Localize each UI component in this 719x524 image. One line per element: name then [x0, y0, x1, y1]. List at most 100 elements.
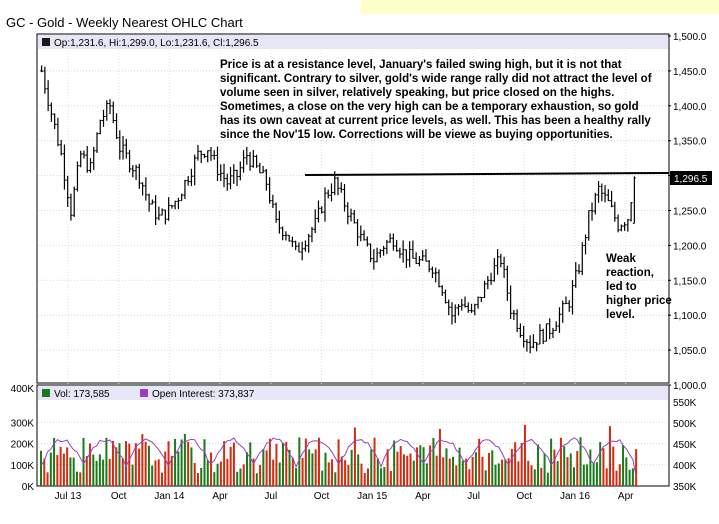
volume-bar-down [448, 458, 451, 486]
volume-bar-down [553, 449, 556, 486]
volume-bar-down [429, 445, 432, 486]
chart-title: GC - Gold - Weekly Nearest OHLC Chart [6, 15, 243, 30]
volume-bar-down [285, 441, 288, 486]
price-y-tick-label: 1,050.0 [673, 346, 707, 357]
volume-bar-up [278, 462, 281, 486]
volume-bar-down [527, 460, 530, 486]
volume-bar-down [442, 457, 445, 486]
price-y-tick-label: 1,500.0 [673, 32, 707, 43]
volume-bar-down [232, 442, 235, 486]
volume-bar-down [327, 462, 330, 486]
volume-bar-down [317, 437, 320, 486]
volume-bar-down [144, 441, 147, 486]
volume-bar-up [324, 452, 327, 486]
volume-bar-down [514, 442, 517, 486]
volume-bar-down [291, 458, 294, 486]
volume-bar-down [252, 458, 255, 486]
last-price-tag-box [670, 171, 712, 185]
volume-bar-up [592, 462, 595, 486]
volume-bar-down [386, 449, 389, 486]
x-tick-label: Jan 14 [154, 491, 184, 502]
volume-bar-down [111, 440, 114, 486]
volume-y-tick-label: 200K [11, 440, 35, 451]
volume-bar-down [360, 463, 363, 486]
volume-bar-down [347, 464, 350, 486]
volume-bar-up [311, 453, 314, 486]
volume-bar-up [628, 469, 631, 486]
volume-bar-up [412, 460, 415, 486]
volume-bar-up [308, 449, 311, 486]
volume-bar-down [402, 454, 405, 486]
volume-bar-up [625, 457, 628, 486]
volume-bar-down [59, 446, 62, 486]
volume-bar-up [445, 448, 448, 486]
open-interest-y-axis: 350K 400K 450K 500K 550K [673, 398, 697, 493]
price-y-tick-label: 1,400.0 [673, 102, 707, 113]
volume-bar-down [164, 451, 167, 486]
volume-bar-down [304, 438, 307, 486]
volume-bar-up [180, 439, 183, 486]
x-tick-label: Jul [467, 491, 480, 502]
volume-bar-up [425, 463, 428, 486]
volume-bar-down [373, 437, 376, 486]
volume-bar-down [478, 438, 481, 486]
volume-bar-up [582, 464, 585, 486]
volume-y-axis: 0K 100K 200K 300K 400K [11, 384, 35, 493]
volume-bar-down [435, 455, 438, 486]
volume-bar-down [389, 471, 392, 486]
volume-bar-down [337, 439, 340, 486]
volume-bar-down [275, 443, 278, 486]
volume-bar-up [497, 463, 500, 486]
volume-bar-down [396, 451, 399, 486]
x-tick-label: Oct [517, 491, 533, 502]
volume-bar-up [370, 449, 373, 486]
volume-y-tick-label: 100K [11, 461, 35, 472]
volume-bar-up [255, 473, 258, 486]
volume-bar-up [239, 468, 242, 486]
volume-legend: Vol: 173,585 [54, 389, 110, 400]
volume-bar-down [406, 455, 409, 486]
volume-bar-down [128, 443, 131, 486]
volume-bar-down [138, 448, 141, 486]
volume-bar-down [399, 446, 402, 486]
volume-bar-down [196, 472, 199, 486]
volume-bar-down [229, 446, 232, 486]
volume-bar-down [618, 464, 621, 486]
oi-y-tick-label: 400K [673, 461, 697, 472]
price-y-tick-label: 1,150.0 [673, 276, 707, 287]
price-y-tick-label: 1,100.0 [673, 311, 707, 322]
volume-bar-up [504, 459, 507, 486]
price-gridlines [38, 50, 668, 384]
price-panel [36, 33, 670, 384]
volume-bar-down [265, 450, 268, 486]
volume-bar-down [268, 438, 271, 486]
volume-bar-down [520, 442, 523, 486]
volume-bar-up [550, 438, 553, 486]
volume-bar-up [203, 439, 206, 486]
volume-bar-up [183, 433, 186, 486]
volume-bar-up [72, 457, 75, 486]
volume-bar-down [471, 456, 474, 486]
volume-bar-down [481, 456, 484, 486]
volume-bar-up [53, 437, 56, 486]
volume-bar-down [612, 446, 615, 486]
volume-bar-up [249, 442, 252, 486]
volume-bar-up [118, 443, 121, 486]
volume-bar-down [510, 449, 513, 486]
volume-bar-down [242, 464, 245, 486]
volume-bar-down [121, 458, 124, 486]
volume-bar-down [157, 459, 160, 486]
volume-bar-up [432, 438, 435, 486]
commentary-annotation: Price is at a resistance level, January'… [220, 59, 652, 141]
volume-bar-down [79, 472, 82, 486]
volume-bar-up [49, 452, 52, 486]
x-tick-label: Apr [415, 491, 431, 502]
oi-y-tick-label: 450K [673, 440, 697, 451]
volume-bar-down [85, 456, 88, 486]
volume-bar-up [298, 437, 301, 486]
x-tick-label: Apr [618, 491, 634, 502]
volume-bar-up [190, 447, 193, 486]
price-y-tick-label: 1,350.0 [673, 137, 707, 148]
volume-bar-down [602, 448, 605, 486]
volume-bar-down [540, 467, 543, 486]
